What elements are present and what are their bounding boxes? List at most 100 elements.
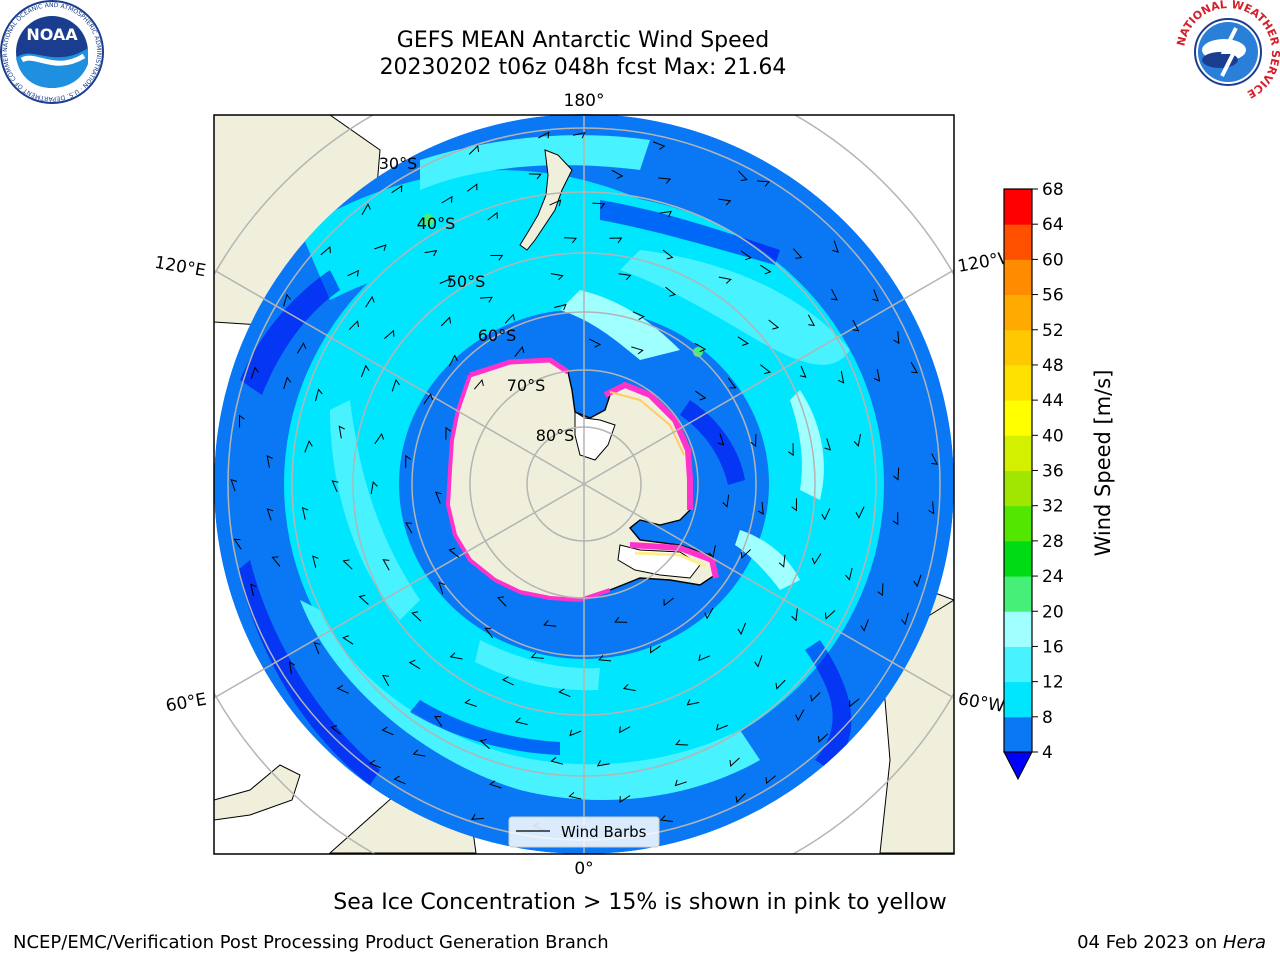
lat-label-40s: 40°S [417, 214, 456, 233]
colorbar-segment [1004, 540, 1032, 577]
wind-barb [408, 659, 421, 670]
wind-barb [435, 491, 442, 504]
wind-barb [893, 331, 900, 345]
wind-barb [631, 346, 644, 355]
colorbar-segment [1004, 611, 1032, 647]
wind-barb [468, 144, 480, 155]
wind-barb [230, 478, 238, 492]
wind-barb [250, 366, 259, 380]
wind-barb [424, 250, 438, 257]
wind-barb [423, 393, 434, 405]
colorbar-tick-label: 20 [1042, 602, 1064, 622]
wind-barb [795, 709, 805, 722]
wind-barb [892, 467, 900, 481]
wind-barb [411, 611, 422, 622]
colorbar-tick-label: 8 [1042, 708, 1053, 728]
wind-barb [479, 296, 493, 303]
wind-barb [331, 480, 339, 493]
wind-barb [266, 508, 274, 521]
wind-barb [445, 426, 452, 440]
lat-label-70s: 70°S [507, 376, 546, 395]
wind-barb [550, 273, 564, 281]
colorbar-under-arrow [1003, 751, 1033, 781]
wind-barb [360, 364, 370, 378]
wind-barb [233, 538, 242, 550]
graticule [214, 115, 954, 854]
wind-barb [588, 338, 602, 348]
wind-barb [572, 132, 586, 139]
wind-barb [708, 545, 716, 559]
colorbar-segment [1004, 435, 1032, 471]
wind-barb [653, 141, 666, 150]
wind-barb [665, 286, 677, 297]
wind-barb [659, 815, 673, 822]
wind-barb [358, 594, 369, 605]
wind-barb [659, 210, 673, 218]
wind-barb [609, 237, 623, 244]
wind-barb [837, 370, 845, 384]
colorbar-tick-label: 16 [1042, 637, 1064, 657]
wind-barb [824, 610, 836, 620]
wind-barb [490, 254, 504, 261]
wind-barb [488, 780, 502, 789]
wind-barb [381, 726, 394, 736]
wind-barb [853, 434, 861, 447]
colorbar-segment [1004, 224, 1032, 260]
wind-barb [729, 757, 740, 768]
colorbar-tick-label: 28 [1042, 532, 1064, 552]
wind-barb [873, 369, 881, 382]
wind-barb [283, 293, 291, 307]
wind-barb [304, 440, 313, 453]
wind-barb [338, 425, 345, 439]
wind-barb [342, 635, 354, 645]
wind-barb [382, 559, 390, 571]
colorbar-label: Wind Speed [m/s] [1091, 370, 1115, 557]
wind-barb [550, 757, 564, 765]
wind-barb [471, 813, 485, 820]
colorbar-tick-label: 48 [1042, 356, 1064, 376]
wind-barb [361, 203, 371, 215]
wind-barb [832, 240, 839, 253]
wind-barb [368, 759, 382, 769]
wind-barb [449, 652, 463, 660]
wind-barb [611, 169, 624, 180]
colorbar-segment [1004, 364, 1032, 401]
colorbar-tick-label: 52 [1042, 321, 1064, 341]
wind-barb [807, 314, 816, 327]
wind-barb [872, 289, 879, 302]
wind-barb [791, 608, 798, 622]
wind-barb [855, 506, 865, 519]
wind-barb [799, 365, 807, 378]
wind-barb [538, 131, 550, 139]
wind-barb [370, 481, 378, 494]
wind-barb [756, 180, 771, 187]
wind-barb [618, 273, 632, 281]
wind-barb [487, 211, 498, 221]
wind-barb [913, 574, 922, 588]
wind-barb [619, 795, 631, 804]
wind-barb [592, 202, 606, 209]
colorbar-tick-label: 24 [1042, 567, 1064, 587]
wind-barb [622, 684, 636, 692]
wind-barb [283, 376, 292, 390]
colorbar-tick-label: 56 [1042, 286, 1064, 306]
wind-barb [554, 303, 567, 311]
lat-label-50s: 50°S [447, 272, 486, 291]
wind-barb [788, 443, 794, 457]
wind-barb [817, 733, 829, 743]
colorbar-segment [1004, 505, 1032, 542]
wind-barb [715, 723, 728, 731]
wind-barb [439, 277, 452, 285]
wind-barb [448, 547, 460, 558]
wind-barb [374, 432, 385, 445]
wind-barb [514, 346, 525, 357]
wind-barb [384, 329, 395, 339]
wind-barb [754, 655, 763, 668]
footer-machine: Hera [1222, 932, 1266, 953]
lat-label-60s: 60°S [478, 326, 517, 345]
colorbar-tick-label: 64 [1042, 215, 1064, 235]
wind-barb [760, 264, 772, 275]
wind-barb [330, 725, 342, 735]
